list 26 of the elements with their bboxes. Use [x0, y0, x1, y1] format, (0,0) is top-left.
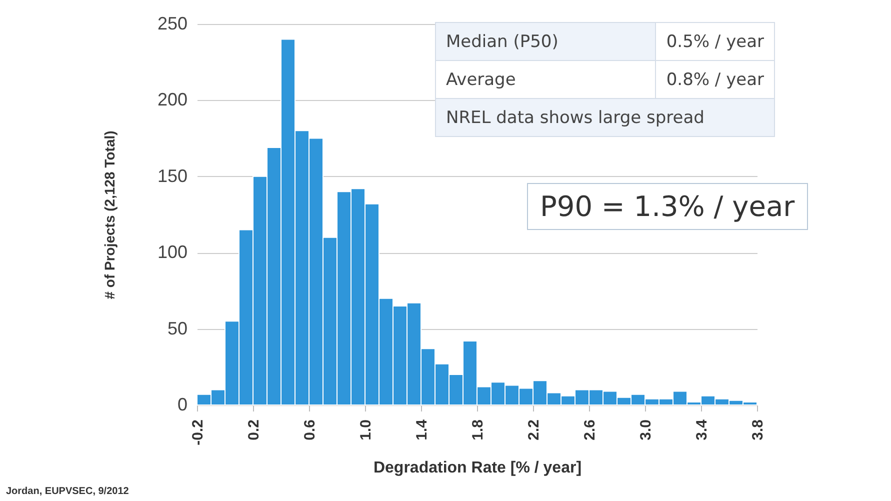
y-tick-label: 100 — [157, 242, 188, 262]
text-box: P90 = 1.3% / year — [527, 183, 808, 230]
annotation: Average — [436, 60, 656, 98]
annotation: Median (P50) — [436, 22, 656, 60]
x-tick-label: 3.0 — [638, 420, 654, 440]
x-tick-label: -0.2 — [190, 420, 206, 446]
x-tick-label: 3.4 — [694, 418, 710, 440]
y-tick-label: 50 — [167, 318, 188, 338]
x-tick-label: 1.8 — [470, 420, 486, 440]
x-tick-label: 0.2 — [246, 420, 262, 440]
annotation: 0.5% / year — [656, 22, 774, 60]
y-tick-label: 200 — [157, 90, 188, 110]
y-tick-label: 0 — [177, 394, 188, 414]
x-tick-label: 1.0 — [358, 420, 374, 440]
x-tick-label: 0.6 — [302, 420, 318, 440]
x-tick-label: 3.8 — [750, 420, 766, 440]
x-axis-title: Degradation Rate [% / year] — [373, 459, 582, 476]
text: Jordan, EUPVSEC, 9/2012 — [6, 486, 129, 497]
x-tick-label: 1.4 — [414, 418, 430, 440]
y-tick-label: 150 — [157, 166, 188, 186]
y-tick-label: 250 — [157, 14, 188, 34]
annotation: NREL data shows large spread — [436, 98, 774, 136]
annotation: 0.8% / year — [656, 60, 774, 98]
x-tick-label: 2.6 — [582, 420, 598, 440]
x-tick-label: 2.2 — [526, 420, 542, 440]
y-axis-title: # of Projects (2,128 Total) — [101, 130, 118, 300]
